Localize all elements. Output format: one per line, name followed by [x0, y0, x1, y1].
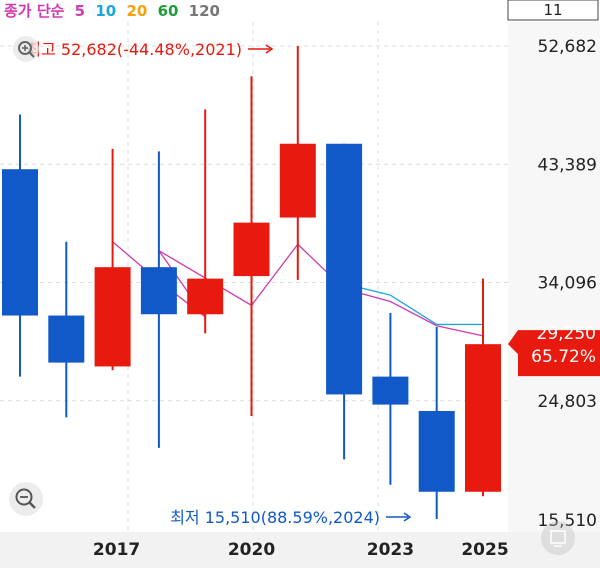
candle-body-2024: [418, 410, 455, 492]
low-annotation-label: 최저 15,510(88.59%,2024): [170, 508, 380, 527]
candle-body-2019: [187, 278, 224, 315]
candles: [2, 46, 501, 519]
y-tick-4: 15,510: [538, 511, 597, 531]
candle-body-2017: [94, 267, 131, 367]
candle-body-2020: [233, 222, 270, 277]
y-axis-ticks: 52,682 43,389 34,096 24,803 15,510: [538, 37, 597, 531]
candle-2023: [372, 312, 409, 485]
x-axis-ticks: 2017 2020 2023 2025: [93, 540, 509, 560]
legend-prefix: 종가 단순: [4, 2, 65, 20]
x-axis-band: [0, 532, 600, 568]
y-tick-3: 24,803: [538, 392, 597, 412]
candle-2018: [140, 151, 177, 448]
low-annotation: 최저 15,510(88.59%,2024): [170, 508, 412, 527]
candle-2019: [187, 109, 224, 334]
candle-2022: [326, 143, 363, 460]
current-price-tag: 29,250 65.72%: [508, 324, 600, 377]
candle-body-2022: [326, 143, 363, 395]
candle-2016: [48, 241, 85, 418]
grid-lines: [0, 22, 508, 532]
candle-body-2018: [140, 267, 177, 315]
candle-body-2025: [465, 344, 501, 492]
legend-ma10: 10: [95, 2, 116, 20]
y-axis-panel: [508, 22, 600, 532]
candle-2021: [279, 46, 316, 280]
chart-watermark-icon: [541, 521, 575, 555]
candle-body-2016: [48, 315, 85, 363]
ma5-line: [112, 241, 484, 337]
legend-ma120: 120: [189, 2, 220, 20]
moving-average-lines: [112, 241, 484, 337]
current-change-label: 65.72%: [531, 347, 596, 367]
x-tick-2023: 2023: [367, 540, 414, 560]
candle-body-2015: [2, 169, 38, 316]
legend-ma20: 20: [126, 2, 147, 20]
legend-ma5: 5: [75, 2, 85, 20]
legend-ma60: 60: [158, 2, 179, 20]
current-price-label: 29,250: [537, 324, 596, 344]
zoom-in-icon[interactable]: [13, 36, 39, 62]
ma-legend: 종가 단순 5 10 20 60 120: [4, 2, 220, 20]
candle-2015: [2, 114, 38, 377]
candle-body-2023: [372, 376, 409, 405]
candle-2020: [233, 76, 270, 417]
candle-2025: [465, 278, 501, 497]
candle-body-2021: [279, 143, 316, 218]
y-tick-1: 43,389: [538, 155, 597, 175]
high-annotation: 최고 52,682(-44.48%,2021): [26, 40, 274, 59]
x-tick-2017: 2017: [93, 540, 140, 560]
y-tick-0: 52,682: [538, 37, 597, 57]
period-selector[interactable]: 11: [507, 0, 599, 21]
x-tick-2025: 2025: [461, 540, 508, 560]
candle-2017: [94, 148, 131, 371]
x-tick-2020: 2020: [228, 540, 275, 560]
period-selector-label: 11: [543, 1, 562, 19]
y-tick-2: 34,096: [538, 274, 597, 294]
ma10-line: [343, 283, 483, 326]
high-annotation-label: 최고 52,682(-44.48%,2021): [26, 40, 242, 59]
zoom-out-icon[interactable]: [9, 482, 43, 516]
candle-2024: [418, 326, 455, 519]
